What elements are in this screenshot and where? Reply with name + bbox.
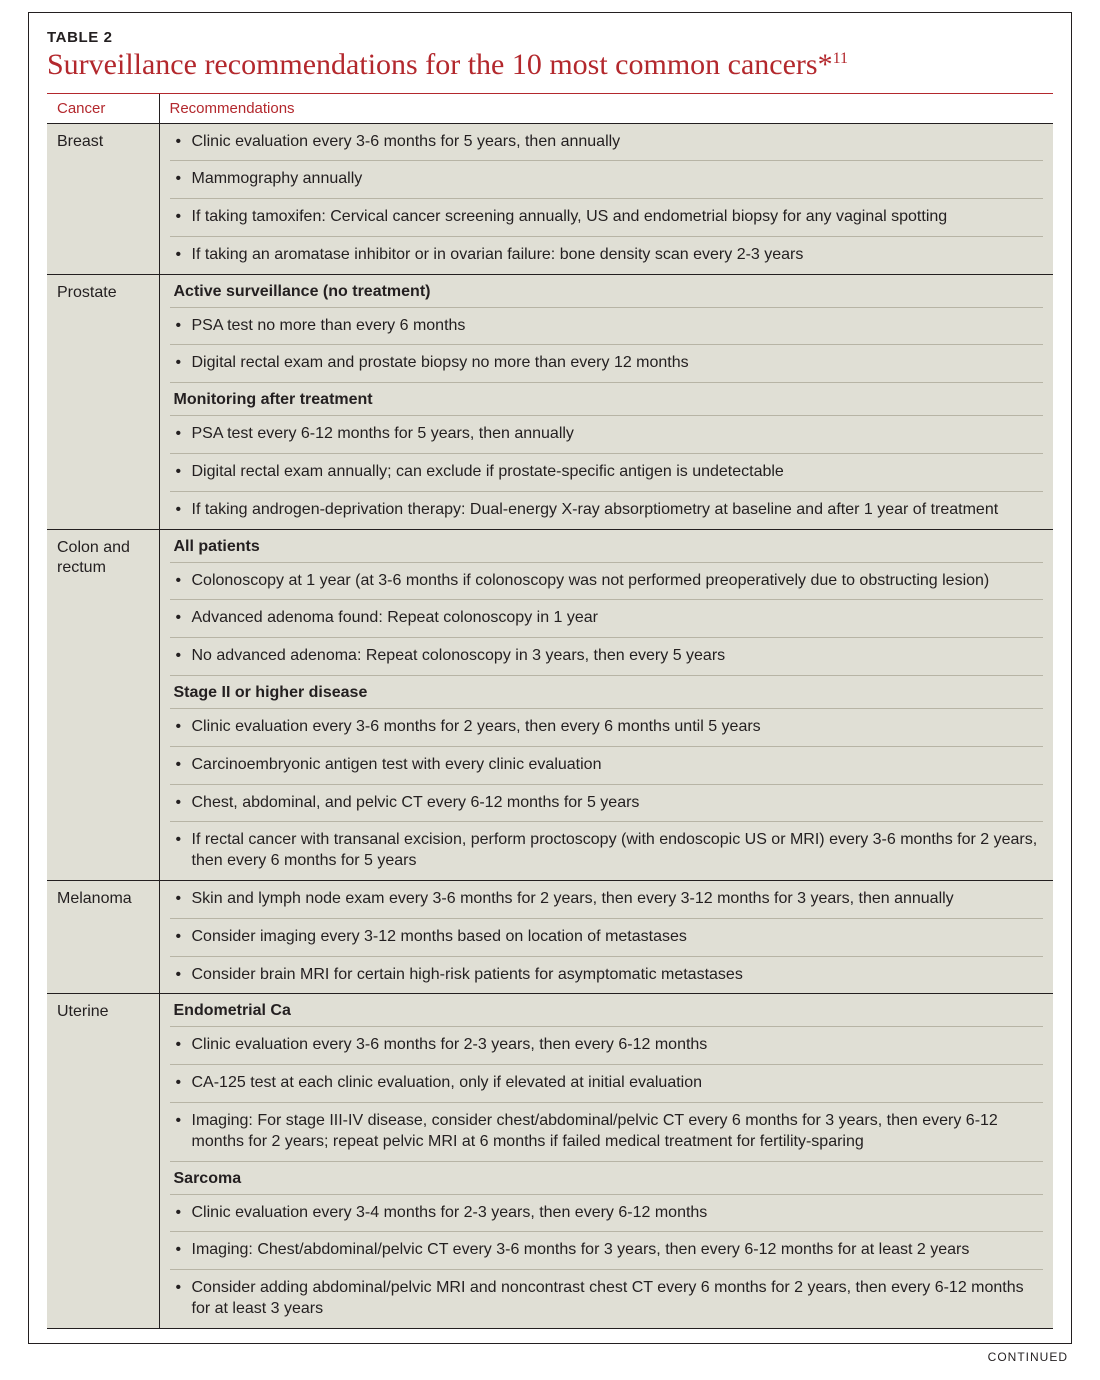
table-row: ProstateActive surveillance (no treatmen… (47, 274, 1053, 529)
bullet-item: PSA test no more than every 6 months (170, 308, 1044, 346)
cancer-name-cell: Colon and rectum (47, 529, 159, 880)
title-row: Surveillance recommendations for the 10 … (47, 48, 1053, 94)
table-title: Surveillance recommendations for the 10 … (47, 48, 848, 81)
recommendation-section: Active surveillance (no treatment)PSA te… (160, 275, 1054, 384)
table-row: Colon and rectumAll patientsColonoscopy … (47, 529, 1053, 880)
table-row: Breast Clinic evaluation every 3-6 months… (47, 123, 1053, 274)
surveillance-table: Cancer Recommendations Breast Clinic eval… (47, 94, 1053, 1329)
recommendations-cell: All patientsColonoscopy at 1 year (at 3-… (159, 529, 1053, 880)
bullet-item: If taking androgen-deprivation therapy: … (170, 492, 1044, 529)
col-header-cancer: Cancer (47, 94, 159, 124)
recommendation-section: Clinic evaluation every 3-6 months for 5… (160, 124, 1054, 274)
bullet-item: Mammography annually (170, 161, 1044, 199)
section-heading: Monitoring after treatment (170, 383, 1044, 416)
table-number-label: TABLE 2 (47, 29, 1053, 46)
recommendations-cell: Skin and lymph node exam every 3-6 month… (159, 881, 1053, 994)
recommendation-section: Stage II or higher diseaseClinic evaluat… (160, 676, 1054, 880)
bullet-item: CA-125 test at each clinic evaluation, o… (170, 1065, 1044, 1103)
recommendation-section: Endometrial CaClinic evaluation every 3-… (160, 994, 1054, 1161)
bullet-item: Consider adding abdominal/pelvic MRI and… (170, 1270, 1044, 1328)
cancer-name-cell: Prostate (47, 274, 159, 529)
section-heading: Stage II or higher disease (170, 676, 1044, 709)
bullet-list: Skin and lymph node exam every 3-6 month… (170, 881, 1044, 993)
bullet-item: Clinic evaluation every 3-6 months for 2… (170, 709, 1044, 747)
bullet-item: No advanced adenoma: Repeat colonoscopy … (170, 638, 1044, 676)
table-frame: TABLE 2 Surveillance recommendations for… (28, 12, 1072, 1344)
bullet-item: PSA test every 6-12 months for 5 years, … (170, 416, 1044, 454)
bullet-item: Clinic evaluation every 3-4 months for 2… (170, 1195, 1044, 1233)
cancer-name-cell: Breast (47, 123, 159, 274)
recommendation-section: Skin and lymph node exam every 3-6 month… (160, 881, 1054, 993)
bullet-item: If taking an aromatase inhibitor or in o… (170, 237, 1044, 274)
bullet-item: Carcinoembryonic antigen test with every… (170, 747, 1044, 785)
bullet-item: Chest, abdominal, and pelvic CT every 6-… (170, 785, 1044, 823)
recommendation-section: Monitoring after treatmentPSA test every… (160, 383, 1054, 528)
section-heading: Active surveillance (no treatment) (170, 275, 1044, 308)
bullet-item: Colonoscopy at 1 year (at 3-6 months if … (170, 563, 1044, 601)
bullet-item: Consider imaging every 3-12 months based… (170, 919, 1044, 957)
page: TABLE 2 Surveillance recommendations for… (0, 12, 1100, 1380)
title-main: Surveillance recommendations for the 10 … (47, 48, 833, 81)
section-heading: Sarcoma (170, 1162, 1044, 1195)
recommendations-cell: Endometrial CaClinic evaluation every 3-… (159, 994, 1053, 1328)
bullet-item: Clinic evaluation every 3-6 months for 5… (170, 124, 1044, 162)
bullet-item: Clinic evaluation every 3-6 months for 2… (170, 1027, 1044, 1065)
continued-label: CONTINUED (0, 1344, 1100, 1380)
recommendation-section: SarcomaClinic evaluation every 3-4 month… (160, 1162, 1054, 1328)
bullet-item: If taking tamoxifen: Cervical cancer scr… (170, 199, 1044, 237)
bullet-list: PSA test every 6-12 months for 5 years, … (170, 416, 1044, 528)
bullet-item: Imaging: For stage III-IV disease, consi… (170, 1103, 1044, 1162)
bullet-list: Clinic evaluation every 3-6 months for 5… (170, 124, 1044, 274)
bullet-list: Colonoscopy at 1 year (at 3-6 months if … (170, 563, 1044, 676)
bullet-list: Clinic evaluation every 3-4 months for 2… (170, 1195, 1044, 1328)
section-heading: All patients (170, 530, 1044, 563)
bullet-list: Clinic evaluation every 3-6 months for 2… (170, 709, 1044, 880)
bullet-item: Consider brain MRI for certain high-risk… (170, 957, 1044, 994)
recommendations-cell: Active surveillance (no treatment)PSA te… (159, 274, 1053, 529)
bullet-item: Imaging: Chest/abdominal/pelvic CT every… (170, 1232, 1044, 1270)
table-row: UterineEndometrial CaClinic evaluation e… (47, 994, 1053, 1328)
bullet-item: Advanced adenoma found: Repeat colonosco… (170, 600, 1044, 638)
bullet-item: Skin and lymph node exam every 3-6 month… (170, 881, 1044, 919)
cancer-name-cell: Uterine (47, 994, 159, 1328)
bullet-list: Clinic evaluation every 3-6 months for 2… (170, 1027, 1044, 1161)
recommendation-section: All patientsColonoscopy at 1 year (at 3-… (160, 530, 1054, 676)
title-citation: 11 (833, 50, 848, 67)
cancer-name-cell: Melanoma (47, 881, 159, 994)
bullet-item: If rectal cancer with transanal excision… (170, 822, 1044, 880)
col-header-recommendations: Recommendations (159, 94, 1053, 124)
recommendations-cell: Clinic evaluation every 3-6 months for 5… (159, 123, 1053, 274)
bullet-list: PSA test no more than every 6 monthsDigi… (170, 308, 1044, 384)
table-body: Breast Clinic evaluation every 3-6 months… (47, 123, 1053, 1328)
table-row: Melanoma Skin and lymph node exam every 3… (47, 881, 1053, 994)
table-header-row: Cancer Recommendations (47, 94, 1053, 124)
section-heading: Endometrial Ca (170, 994, 1044, 1027)
bullet-item: Digital rectal exam and prostate biopsy … (170, 345, 1044, 383)
bullet-item: Digital rectal exam annually; can exclud… (170, 454, 1044, 492)
